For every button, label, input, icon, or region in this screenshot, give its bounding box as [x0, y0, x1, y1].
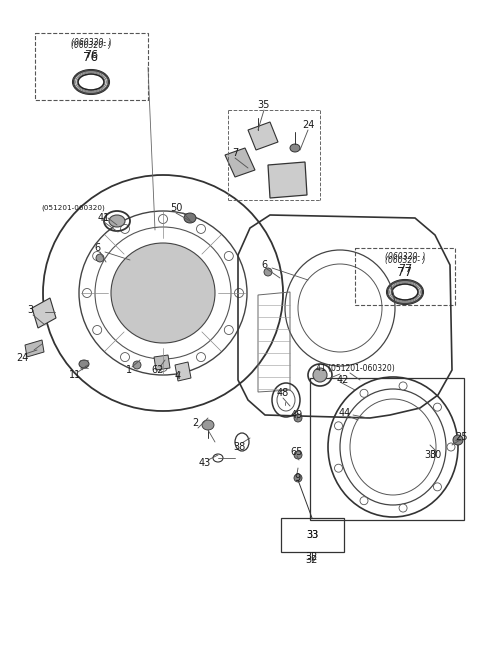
Ellipse shape — [196, 352, 205, 361]
Ellipse shape — [399, 504, 407, 512]
Text: 48: 48 — [277, 388, 289, 398]
Ellipse shape — [158, 363, 168, 371]
Text: 9: 9 — [294, 473, 300, 483]
Ellipse shape — [79, 360, 89, 368]
Text: (060320- ): (060320- ) — [385, 253, 425, 262]
Bar — [281, 518, 344, 552]
Bar — [355, 248, 455, 305]
Text: 65: 65 — [291, 447, 303, 457]
Text: 43: 43 — [199, 458, 211, 468]
Ellipse shape — [453, 435, 463, 445]
Text: (060320- ): (060320- ) — [385, 256, 425, 265]
Polygon shape — [25, 340, 44, 357]
Ellipse shape — [335, 464, 343, 472]
Ellipse shape — [294, 474, 302, 482]
Text: 41 (051201-060320): 41 (051201-060320) — [316, 363, 395, 373]
Bar — [35, 33, 148, 100]
Ellipse shape — [290, 144, 300, 152]
Ellipse shape — [335, 422, 343, 430]
Ellipse shape — [294, 451, 302, 459]
Text: (060320- ): (060320- ) — [71, 39, 111, 47]
Ellipse shape — [120, 352, 130, 361]
Text: 50: 50 — [170, 203, 182, 213]
Polygon shape — [154, 355, 170, 370]
Polygon shape — [268, 162, 307, 198]
Ellipse shape — [93, 325, 102, 335]
Text: 77: 77 — [397, 266, 412, 279]
Polygon shape — [248, 122, 278, 150]
Text: 11: 11 — [69, 370, 81, 380]
Ellipse shape — [433, 483, 442, 491]
Text: 32: 32 — [306, 552, 318, 562]
Ellipse shape — [158, 215, 168, 224]
Text: 4: 4 — [175, 371, 181, 381]
Ellipse shape — [294, 414, 302, 422]
Polygon shape — [225, 148, 255, 177]
Text: 30: 30 — [424, 450, 436, 460]
Text: 77: 77 — [398, 264, 412, 274]
Ellipse shape — [184, 213, 196, 223]
Ellipse shape — [133, 361, 141, 369]
Text: 24: 24 — [302, 120, 314, 130]
Ellipse shape — [224, 325, 233, 335]
Bar — [310, 378, 464, 520]
Ellipse shape — [235, 289, 243, 298]
Text: 1: 1 — [126, 365, 132, 375]
Text: 6: 6 — [94, 243, 100, 253]
Text: 6: 6 — [261, 260, 267, 270]
Ellipse shape — [120, 224, 130, 234]
Ellipse shape — [96, 254, 104, 262]
Text: 25: 25 — [456, 432, 468, 442]
Ellipse shape — [264, 268, 272, 276]
Ellipse shape — [399, 382, 407, 390]
Text: (060320- ): (060320- ) — [71, 41, 111, 50]
Ellipse shape — [360, 497, 368, 504]
Ellipse shape — [433, 403, 442, 411]
Text: 44: 44 — [339, 408, 351, 418]
Text: 76: 76 — [84, 51, 98, 64]
Ellipse shape — [93, 251, 102, 260]
Ellipse shape — [111, 243, 215, 343]
Ellipse shape — [83, 289, 92, 298]
Ellipse shape — [196, 224, 205, 234]
Ellipse shape — [224, 251, 233, 260]
Text: 42: 42 — [337, 375, 349, 385]
Ellipse shape — [202, 420, 214, 430]
Text: 62: 62 — [152, 365, 164, 375]
Text: 76: 76 — [84, 50, 98, 60]
Text: 32: 32 — [306, 555, 318, 565]
Ellipse shape — [360, 389, 368, 398]
Text: 7: 7 — [232, 148, 238, 158]
Text: 33: 33 — [306, 530, 318, 540]
Text: 3: 3 — [27, 305, 33, 315]
Text: 24: 24 — [16, 353, 28, 363]
Ellipse shape — [109, 215, 125, 227]
Text: 2: 2 — [192, 418, 198, 428]
Ellipse shape — [447, 443, 455, 451]
Text: 33: 33 — [306, 530, 318, 540]
Text: 35: 35 — [258, 100, 270, 110]
Text: 38: 38 — [233, 442, 245, 452]
Ellipse shape — [313, 368, 327, 382]
Text: (051201-060320): (051201-060320) — [41, 205, 105, 211]
Text: 49: 49 — [291, 410, 303, 420]
Polygon shape — [175, 362, 191, 381]
Polygon shape — [32, 298, 56, 328]
Text: 41: 41 — [98, 213, 110, 223]
Text: 30: 30 — [429, 450, 441, 460]
